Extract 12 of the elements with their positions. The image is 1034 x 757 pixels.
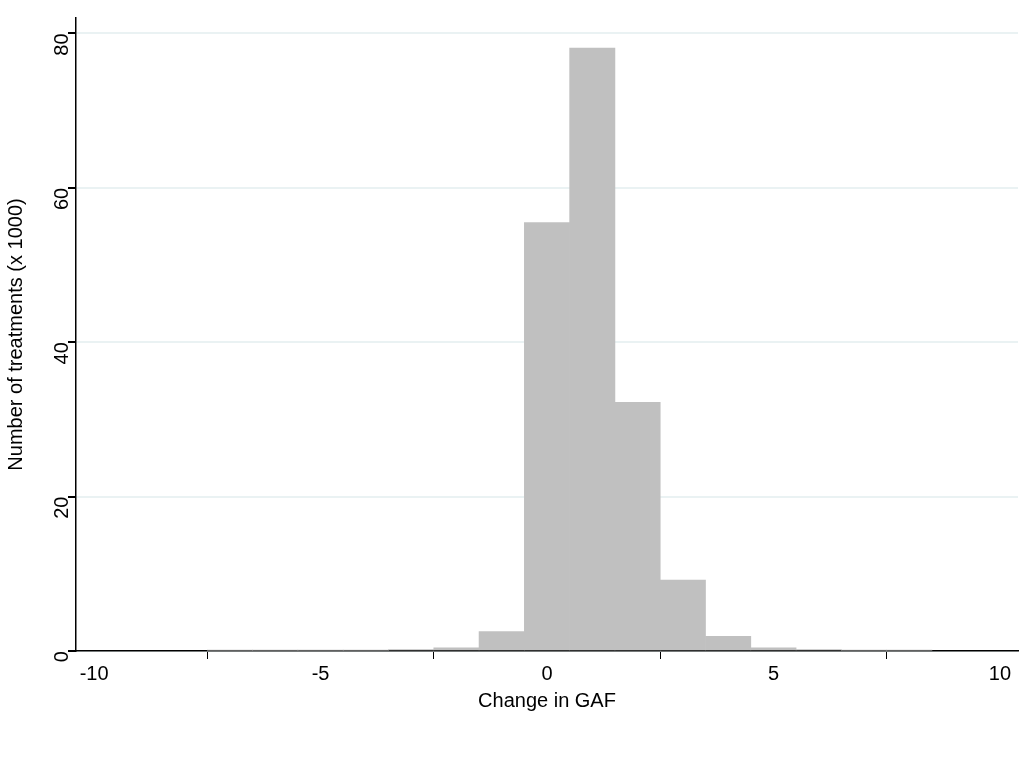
x-tick-label: 10 (988, 661, 1012, 684)
y-tick-label: 0 (49, 651, 72, 663)
y-tick-label: 40 (49, 342, 72, 365)
x-axis-title: Change in GAF (478, 688, 616, 711)
x-tick-label: 5 (767, 661, 779, 684)
x-tick-label: -5 (311, 661, 330, 684)
x-tick-label: 0 (541, 661, 553, 684)
y-tick-label: 80 (49, 33, 72, 56)
x-tick-label: -10 (79, 661, 109, 684)
y-axis-title: Number of treatments (x 1000) (3, 198, 26, 471)
y-tick-label: 20 (49, 496, 72, 519)
y-tick-label: 60 (49, 187, 72, 211)
